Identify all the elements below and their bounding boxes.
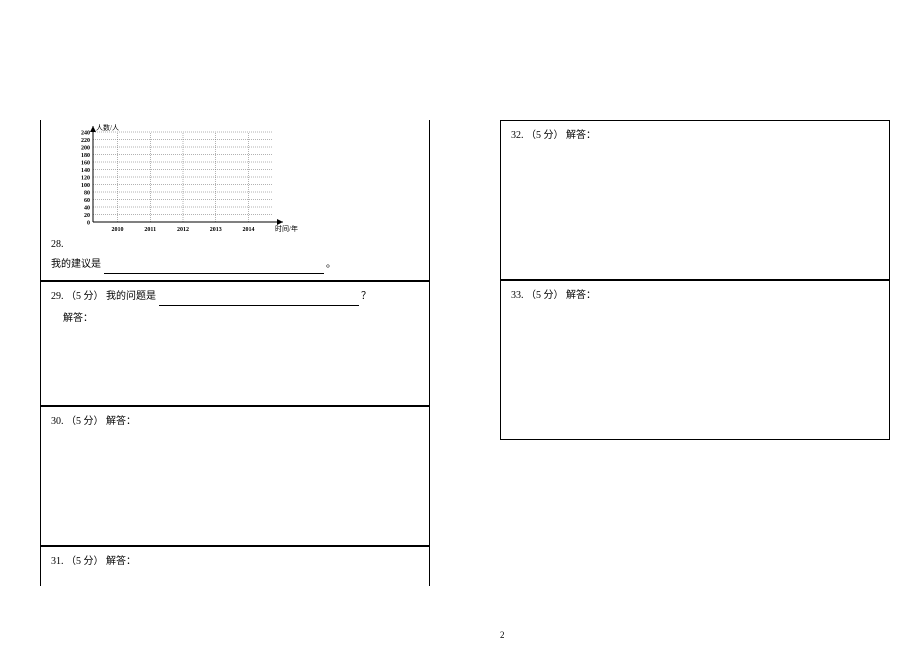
question-points: （5 分） [66, 291, 104, 302]
question-32-header: 32. （5 分） 解答： [511, 127, 879, 145]
q28-prompt: 我的建议是 [51, 259, 101, 270]
answer-label: 解答： [51, 310, 419, 328]
blank-field[interactable] [104, 263, 324, 274]
population-chart: 0 2040 6080 100120 140160 180200 220240 2010 201… [51, 124, 311, 234]
page-number: 2 [500, 630, 505, 640]
svg-text:80: 80 [84, 191, 90, 197]
question-points: （5 分） [66, 556, 104, 567]
question-31-cell: 31. （5 分） 解答： [41, 546, 429, 586]
answer-label: 解答： [106, 556, 136, 567]
question-number: 32. [511, 130, 524, 141]
svg-text:0: 0 [87, 221, 90, 227]
right-column: 32. （5 分） 解答： 33. （5 分） 解答： [500, 120, 890, 440]
svg-text:2010: 2010 [112, 227, 124, 233]
question-31-header: 31. （5 分） 解答： [51, 553, 419, 571]
question-29-cell: 29. （5 分） 我的问题是 ？ 解答： [41, 281, 429, 406]
svg-text:时间/年: 时间/年 [275, 224, 298, 233]
svg-text:2014: 2014 [242, 227, 254, 233]
question-28-cell: 0 2040 6080 100120 140160 180200 220240 2010 201… [41, 120, 429, 281]
question-number: 29. [51, 291, 64, 302]
svg-text:2013: 2013 [210, 227, 222, 233]
svg-text:2011: 2011 [144, 227, 156, 233]
question-30-header: 30. （5 分） 解答： [51, 413, 419, 431]
question-points: （5 分） [526, 290, 564, 301]
question-28-line: 28. [51, 236, 419, 254]
svg-text:20: 20 [84, 213, 90, 219]
svg-text:100: 100 [81, 183, 90, 189]
svg-text:160: 160 [81, 161, 90, 167]
question-number: 28. [51, 239, 64, 250]
question-28-prompt-line: 我的建议是 。 [51, 256, 419, 274]
svg-text:220: 220 [81, 138, 90, 144]
question-number: 31. [51, 556, 64, 567]
svg-text:60: 60 [84, 198, 90, 204]
svg-text:240: 240 [81, 131, 90, 137]
answer-label: 解答： [566, 130, 596, 141]
question-30-cell: 30. （5 分） 解答： [41, 406, 429, 546]
svg-text:2012: 2012 [177, 227, 189, 233]
q29-prompt: 我的问题是 [106, 291, 156, 302]
question-number: 33. [511, 290, 524, 301]
svg-text:人数/人: 人数/人 [96, 124, 119, 132]
left-column: 0 2040 6080 100120 140160 180200 220240 2010 201… [40, 120, 430, 586]
blank-field[interactable] [159, 295, 359, 306]
svg-text:180: 180 [81, 153, 90, 159]
svg-text:120: 120 [81, 176, 90, 182]
svg-text:40: 40 [84, 206, 90, 212]
question-32-cell: 32. （5 分） 解答： [501, 120, 889, 280]
svg-text:140: 140 [81, 168, 90, 174]
svg-text:200: 200 [81, 146, 90, 152]
question-points: （5 分） [526, 130, 564, 141]
question-29-header: 29. （5 分） 我的问题是 ？ [51, 288, 419, 306]
answer-label: 解答： [566, 290, 596, 301]
question-33-cell: 33. （5 分） 解答： [501, 280, 889, 440]
q28-suffix: 。 [326, 259, 336, 270]
answer-label: 解答： [106, 416, 136, 427]
question-points: （5 分） [66, 416, 104, 427]
question-number: 30. [51, 416, 64, 427]
q29-suffix: ？ [361, 291, 371, 302]
question-33-header: 33. （5 分） 解答： [511, 287, 879, 305]
